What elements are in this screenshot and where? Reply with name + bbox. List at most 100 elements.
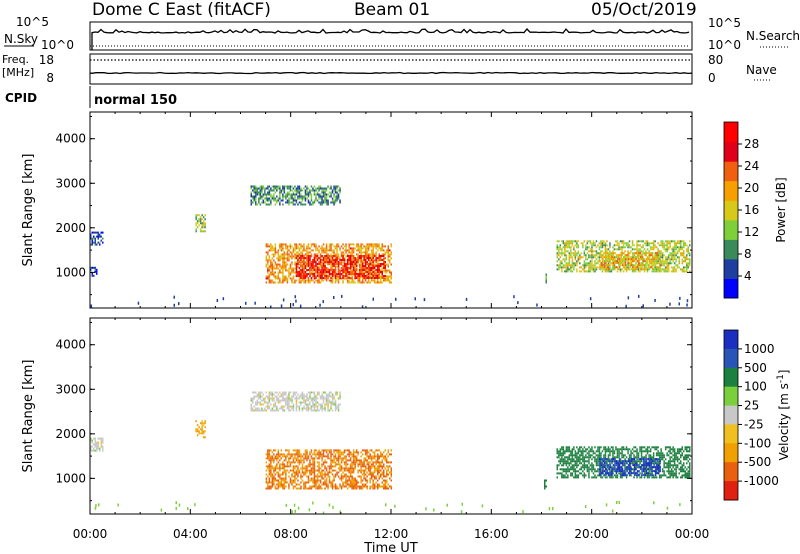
heatmap-cell <box>383 279 385 282</box>
heatmap-cell <box>381 455 383 458</box>
heatmap-cell <box>316 457 319 460</box>
heatmap-cell <box>672 254 674 257</box>
heatmap-cell <box>292 393 295 396</box>
heatmap-cell <box>657 268 660 271</box>
heatmap-cell <box>345 461 347 464</box>
heatmap-cell <box>346 279 349 282</box>
heatmap-cell <box>310 197 313 200</box>
heatmap-cell <box>328 469 331 472</box>
heatmap-cell <box>310 243 313 246</box>
heatmap-cell <box>605 264 607 267</box>
heatmap-cell <box>577 476 580 479</box>
heatmap-cell <box>310 273 313 275</box>
heatmap-cell <box>389 275 391 278</box>
heatmap-cell <box>273 479 275 482</box>
heatmap-cell <box>378 245 380 248</box>
heatmap-cell <box>363 473 365 476</box>
heatmap-cell <box>605 256 607 259</box>
heatmap-cell <box>268 487 271 490</box>
heatmap-cell <box>319 197 322 200</box>
heatmap-cell <box>582 452 584 455</box>
heatmap-cell <box>312 409 314 412</box>
heatmap-cell <box>322 251 325 254</box>
heatmap-cell <box>351 249 353 252</box>
heatmap-cell <box>330 281 332 284</box>
heatmap-cell <box>321 405 323 408</box>
heatmap-cell <box>591 260 593 263</box>
heatmap-cell <box>330 463 332 466</box>
heatmap-cell <box>380 249 382 252</box>
heatmap-cell <box>370 465 373 468</box>
heatmap-cell <box>687 252 689 255</box>
heatmap-cell <box>283 471 286 474</box>
heatmap-cell <box>304 257 307 259</box>
heatmap-cell <box>583 456 586 459</box>
heatmap-cell <box>327 407 329 410</box>
heatmap-cell <box>294 263 296 266</box>
heatmap-cell <box>301 245 304 248</box>
heatmap-cell <box>643 242 646 245</box>
heatmap-cell <box>292 249 295 252</box>
heatmap-cell <box>312 265 314 267</box>
heatmap-cell <box>612 466 614 469</box>
heatmap-cell <box>346 453 349 456</box>
heatmap-cell <box>333 193 335 196</box>
heatmap-cell <box>360 257 362 259</box>
heatmap-cell <box>337 455 340 458</box>
heatmap-cell <box>357 475 359 478</box>
heatmap-cell <box>383 245 385 248</box>
heatmap-cell <box>321 265 323 267</box>
heatmap-cell <box>651 246 653 249</box>
heatmap-cell <box>594 268 596 271</box>
heatmap-cell <box>307 259 310 261</box>
heatmap-cell <box>328 471 331 474</box>
heatmap-cell <box>645 258 648 261</box>
heatmap-cell <box>377 275 379 277</box>
heatmap-cell <box>565 468 568 471</box>
heatmap-cell <box>650 260 652 263</box>
heatmap-cell <box>678 240 680 243</box>
heatmap-cell <box>300 455 302 458</box>
heatmap-cell <box>361 487 364 490</box>
heatmap-cell <box>357 277 359 280</box>
heatmap-cell <box>315 455 317 458</box>
heatmap-cell <box>605 262 607 265</box>
heatmap-cell <box>597 446 599 449</box>
heatmap-cell <box>297 203 299 206</box>
heatmap-cell <box>666 262 668 265</box>
heatmap-cell <box>559 454 562 457</box>
heatmap-cell <box>253 391 255 394</box>
heatmap-cell <box>282 281 284 284</box>
heatmap-cell <box>325 275 328 277</box>
heatmap-cell <box>100 439 102 442</box>
heatmap-cell <box>289 391 292 394</box>
heatmap-cell <box>603 244 605 247</box>
heatmap-cell <box>380 485 382 488</box>
heatmap-cell <box>567 262 569 265</box>
heatmap-cell <box>600 244 602 247</box>
heatmap-cell <box>614 252 616 255</box>
heatmap-cell <box>351 479 353 482</box>
heatmap-cell <box>570 452 572 455</box>
heatmap-cell <box>307 253 310 256</box>
heatmap-cell <box>294 281 296 284</box>
heatmap-cell <box>573 240 575 243</box>
heatmap-cell <box>565 464 568 467</box>
heatmap-cell <box>279 485 281 488</box>
heatmap-cell <box>642 264 645 267</box>
heatmap-cell <box>288 191 290 194</box>
heatmap-cell <box>285 195 287 198</box>
heatmap-cell <box>265 477 268 480</box>
heatmap-cell <box>351 271 353 273</box>
heatmap-cell <box>328 243 331 246</box>
heatmap-cell <box>330 243 332 246</box>
heatmap-cell <box>321 487 323 490</box>
heatmap-cell <box>291 257 293 260</box>
heatmap-cell <box>381 263 383 265</box>
heatmap-cell <box>294 197 296 200</box>
heatmap-cell <box>663 246 665 249</box>
heatmap-cell <box>270 261 272 264</box>
heatmap-cell <box>352 263 355 266</box>
heatmap-cell <box>580 472 583 475</box>
heatmap-cell <box>576 452 578 455</box>
